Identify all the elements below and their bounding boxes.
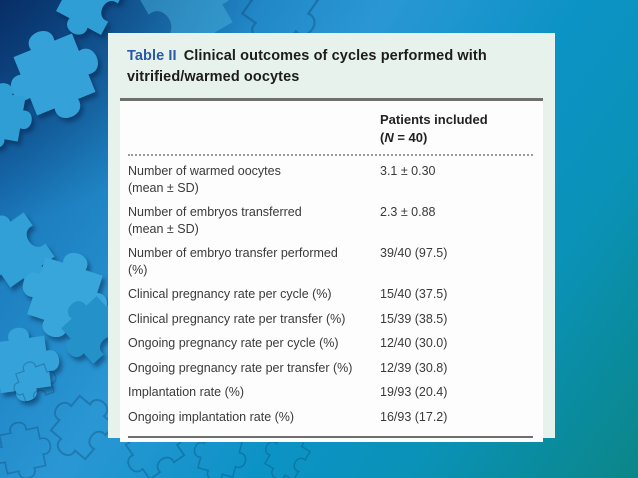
table-card: Table II Clinical outcomes of cycles perf… (108, 33, 555, 443)
row-value: 19/93 (20.4) (380, 385, 448, 400)
row-value: 15/40 (37.5) (380, 287, 448, 302)
row-sublabel: (mean ± SD) (128, 180, 199, 195)
row-sublabel: (mean ± SD) (128, 221, 199, 236)
table-row: Number of embryo transfer performed (%) 3… (128, 241, 533, 282)
bottom-rule (128, 436, 533, 439)
column-header-patients-included: Patients included (N = 40) (380, 111, 533, 146)
table-title-text: Clinical outcomes of cycles performed wi… (127, 48, 487, 86)
table-row: Number of warmed oocytes (mean ± SD) 3.1 … (128, 159, 533, 200)
row-value: 12/39 (30.8) (380, 360, 448, 375)
table-row: Ongoing implantation rate (%) 16/93 (17.… (128, 405, 533, 430)
table-panel: Patients included (N = 40) Number of war… (120, 101, 543, 443)
table-title-number: Table II (127, 48, 177, 64)
row-label: Clinical pregnancy rate per transfer (%) (128, 311, 346, 326)
table-row: Clinical pregnancy rate per transfer (%)… (128, 307, 533, 332)
row-label: Clinical pregnancy rate per cycle (%) (128, 287, 332, 302)
row-label: Number of warmed oocytes (128, 164, 281, 179)
table-row: Ongoing pregnancy rate per cycle (%) 12/… (128, 331, 533, 356)
row-value: 15/39 (38.5) (380, 311, 448, 326)
row-value: 16/93 (17.2) (380, 409, 448, 424)
row-label: Ongoing pregnancy rate per cycle (%) (128, 336, 339, 351)
top-rule (120, 98, 543, 102)
italic-n: N (384, 129, 394, 145)
row-label: Number of embryo transfer performed (128, 246, 338, 261)
row-label: Ongoing pregnancy rate per transfer (%) (128, 360, 353, 375)
column-header-line1: Patients included (380, 112, 488, 128)
table-row: Implantation rate (%) 19/93 (20.4) (128, 380, 533, 405)
row-sublabel: (%) (128, 262, 148, 277)
row-value: 12/40 (30.0) (380, 336, 448, 351)
dotted-separator (128, 154, 533, 157)
table-header-row: Patients included (N = 40) (128, 109, 533, 154)
row-label: Ongoing implantation rate (%) (128, 409, 295, 424)
table-row: Ongoing pregnancy rate per transfer (%) … (128, 356, 533, 381)
row-label: Number of embryos transferred (128, 205, 302, 220)
row-value: 39/40 (97.5) (380, 246, 448, 261)
column-header-line2: (N = 40) (380, 129, 428, 145)
row-value: 3.1 ± 0.30 (380, 164, 436, 179)
row-value: 2.3 ± 0.88 (380, 205, 436, 220)
table-row: Number of embryos transferred (mean ± SD)… (128, 200, 533, 241)
header-spacer (128, 111, 380, 146)
table-title: Table II Clinical outcomes of cycles perf… (120, 33, 543, 98)
row-label: Implantation rate (%) (128, 385, 245, 400)
table-row: Clinical pregnancy rate per cycle (%) 15… (128, 282, 533, 307)
puzzle-piece-icon (0, 416, 57, 478)
